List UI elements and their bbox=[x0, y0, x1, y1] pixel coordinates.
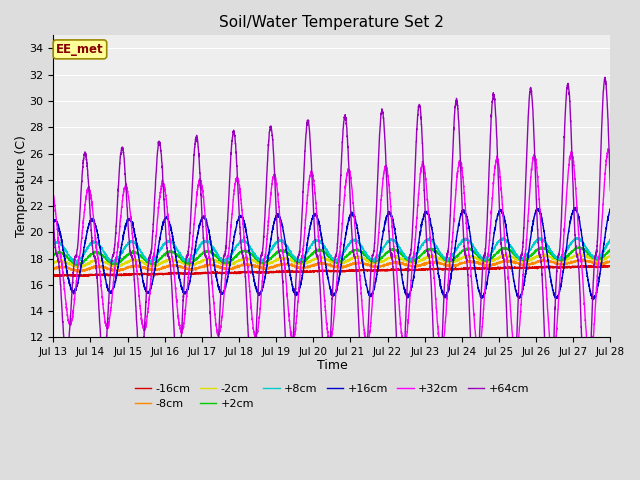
+2cm bbox=[426, 246, 434, 252]
+8cm bbox=[606, 236, 614, 242]
+16cm bbox=[426, 216, 434, 222]
+32cm bbox=[311, 190, 319, 196]
+64cm bbox=[150, 218, 157, 224]
Title: Soil/Water Temperature Set 2: Soil/Water Temperature Set 2 bbox=[220, 15, 444, 30]
-16cm bbox=[457, 266, 465, 272]
-2cm bbox=[606, 253, 614, 259]
Line: +8cm: +8cm bbox=[53, 237, 611, 264]
+8cm bbox=[457, 240, 465, 246]
-8cm bbox=[607, 258, 614, 264]
-16cm bbox=[488, 265, 496, 271]
+16cm bbox=[311, 211, 319, 217]
+8cm bbox=[488, 249, 496, 254]
Y-axis label: Temperature (C): Temperature (C) bbox=[15, 135, 28, 237]
+8cm bbox=[426, 238, 434, 244]
+32cm bbox=[607, 154, 614, 160]
Line: -2cm: -2cm bbox=[53, 254, 611, 268]
-8cm bbox=[606, 259, 614, 264]
-2cm bbox=[488, 258, 496, 264]
Line: +32cm: +32cm bbox=[53, 149, 611, 361]
+2cm bbox=[457, 250, 465, 255]
+2cm bbox=[606, 248, 614, 253]
+64cm bbox=[457, 165, 465, 171]
+64cm bbox=[601, 74, 609, 80]
Line: +64cm: +64cm bbox=[53, 77, 611, 430]
+32cm bbox=[426, 231, 434, 237]
-2cm bbox=[311, 256, 319, 262]
Line: -16cm: -16cm bbox=[53, 265, 611, 276]
+16cm bbox=[606, 208, 614, 214]
-16cm bbox=[606, 264, 614, 269]
-2cm bbox=[426, 253, 434, 259]
-16cm bbox=[607, 264, 614, 269]
-2cm bbox=[575, 251, 582, 257]
-16cm bbox=[52, 274, 60, 279]
-16cm bbox=[578, 263, 586, 268]
+2cm bbox=[607, 247, 614, 253]
+64cm bbox=[49, 218, 57, 224]
+2cm bbox=[488, 255, 496, 261]
+64cm bbox=[488, 98, 496, 104]
+8cm bbox=[49, 241, 57, 247]
+8cm bbox=[500, 234, 508, 240]
+16cm bbox=[49, 220, 57, 226]
-2cm bbox=[607, 253, 614, 259]
+32cm bbox=[606, 152, 614, 157]
Legend: -16cm, -8cm, -2cm, +2cm, +8cm, +16cm, +32cm, +64cm: -16cm, -8cm, -2cm, +2cm, +8cm, +16cm, +3… bbox=[130, 379, 534, 414]
+32cm bbox=[604, 146, 612, 152]
Text: EE_met: EE_met bbox=[56, 43, 104, 56]
+16cm bbox=[150, 274, 157, 279]
+2cm bbox=[575, 243, 583, 249]
+2cm bbox=[49, 252, 57, 258]
-2cm bbox=[49, 259, 57, 265]
-16cm bbox=[150, 272, 157, 277]
+64cm bbox=[311, 237, 319, 242]
Line: +2cm: +2cm bbox=[53, 246, 611, 265]
-8cm bbox=[457, 260, 465, 265]
+16cm bbox=[488, 245, 496, 251]
Line: +16cm: +16cm bbox=[53, 207, 611, 300]
+8cm bbox=[311, 238, 319, 244]
+32cm bbox=[457, 159, 465, 165]
-8cm bbox=[74, 269, 82, 275]
-8cm bbox=[150, 267, 157, 273]
-8cm bbox=[49, 265, 57, 271]
-2cm bbox=[77, 265, 85, 271]
-16cm bbox=[426, 266, 434, 272]
+16cm bbox=[457, 213, 465, 218]
+8cm bbox=[607, 239, 614, 244]
+16cm bbox=[607, 206, 614, 212]
X-axis label: Time: Time bbox=[317, 359, 348, 372]
+64cm bbox=[607, 188, 614, 193]
-8cm bbox=[579, 256, 586, 262]
+16cm bbox=[572, 204, 579, 210]
-8cm bbox=[488, 261, 496, 267]
Line: -8cm: -8cm bbox=[53, 259, 611, 272]
+16cm bbox=[589, 297, 597, 302]
+64cm bbox=[606, 174, 614, 180]
-8cm bbox=[311, 262, 319, 267]
+32cm bbox=[488, 195, 496, 201]
-2cm bbox=[150, 262, 157, 267]
-16cm bbox=[49, 272, 57, 278]
-2cm bbox=[457, 256, 465, 262]
-16cm bbox=[311, 268, 319, 274]
+2cm bbox=[73, 262, 81, 268]
+2cm bbox=[150, 260, 157, 266]
+64cm bbox=[426, 260, 434, 266]
+8cm bbox=[72, 261, 79, 266]
+64cm bbox=[582, 427, 590, 433]
+8cm bbox=[150, 256, 157, 262]
+32cm bbox=[150, 254, 157, 260]
+32cm bbox=[586, 358, 594, 364]
+2cm bbox=[311, 249, 319, 254]
+32cm bbox=[49, 194, 57, 200]
-8cm bbox=[426, 259, 434, 265]
